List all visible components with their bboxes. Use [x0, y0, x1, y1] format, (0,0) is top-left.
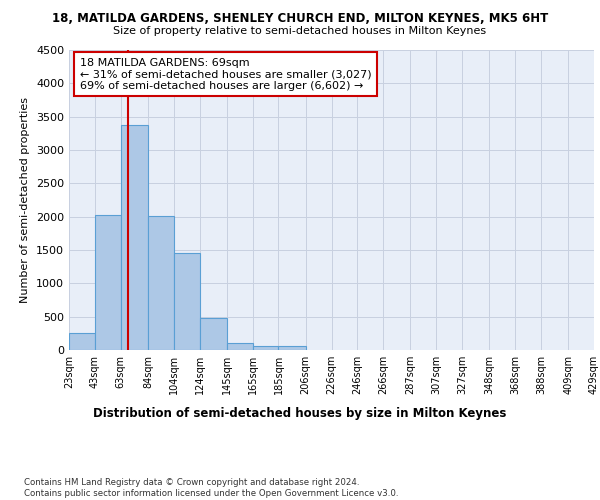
- Bar: [69, 334, 95, 350]
- Text: 18, MATILDA GARDENS, SHENLEY CHURCH END, MILTON KEYNES, MK5 6HT: 18, MATILDA GARDENS, SHENLEY CHURCH END,…: [52, 12, 548, 26]
- Y-axis label: Number of semi-detached properties: Number of semi-detached properties: [20, 97, 31, 303]
- Text: Contains HM Land Registry data © Crown copyright and database right 2024.
Contai: Contains HM Land Registry data © Crown c…: [24, 478, 398, 498]
- Text: 18 MATILDA GARDENS: 69sqm
← 31% of semi-detached houses are smaller (3,027)
69% : 18 MATILDA GARDENS: 69sqm ← 31% of semi-…: [79, 58, 371, 90]
- Bar: [278, 346, 305, 350]
- Text: Size of property relative to semi-detached houses in Milton Keynes: Size of property relative to semi-detach…: [113, 26, 487, 36]
- Bar: [121, 126, 148, 350]
- Text: Distribution of semi-detached houses by size in Milton Keynes: Distribution of semi-detached houses by …: [94, 408, 506, 420]
- Bar: [174, 252, 200, 350]
- Bar: [148, 216, 174, 350]
- Bar: [253, 346, 278, 350]
- Bar: [227, 344, 253, 350]
- Bar: [200, 318, 227, 350]
- Bar: [95, 214, 121, 350]
